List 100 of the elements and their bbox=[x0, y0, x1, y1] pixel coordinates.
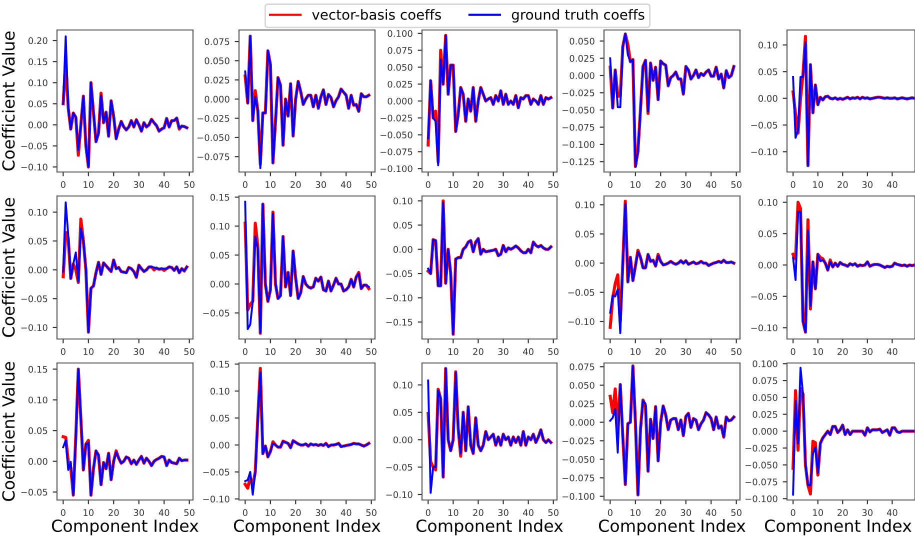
x-tick-label: 50 bbox=[548, 509, 559, 516]
y-tick-label: 0.15 bbox=[210, 194, 230, 201]
y-tick-label: −0.125 bbox=[562, 158, 594, 166]
x-tick-label: 50 bbox=[366, 509, 376, 516]
x-tick-label: 30 bbox=[498, 181, 508, 188]
y-tick-label: −0.05 bbox=[203, 468, 230, 476]
y-tick-label: 0.000 bbox=[388, 98, 412, 105]
y-tick-label: 0.00 bbox=[28, 458, 48, 465]
y-tick-label: −0.075 bbox=[562, 124, 594, 131]
x-tick-label: 40 bbox=[523, 509, 534, 516]
y-tick-label: −0.075 bbox=[562, 474, 594, 482]
y-tick-label: −0.05 bbox=[751, 122, 778, 129]
y-tick-label: 0.075 bbox=[204, 38, 230, 46]
x-tick-label: 20 bbox=[290, 509, 301, 516]
y-tick-label: −0.075 bbox=[380, 148, 412, 156]
y-tick-label: 0.10 bbox=[28, 396, 48, 404]
x-tick-label: 30 bbox=[316, 181, 326, 188]
x-tick-label: 50 bbox=[731, 509, 742, 516]
y-tick-label: −0.100 bbox=[562, 493, 594, 500]
y-tick-label: 0.025 bbox=[388, 80, 412, 88]
y-tick-label: 0.10 bbox=[758, 199, 778, 206]
y-tick-label: 0.05 bbox=[575, 230, 594, 238]
legend-label: ground truth coeffs bbox=[512, 9, 644, 23]
x-tick-label: 10 bbox=[448, 348, 458, 356]
x-tick-label: 0 bbox=[426, 181, 430, 188]
x-tick-label: 10 bbox=[813, 348, 823, 356]
y-tick-label: 0.00 bbox=[575, 260, 594, 267]
legend-label: vector-basis coeffs bbox=[312, 9, 441, 20]
y-tick-label: 0.025 bbox=[752, 411, 778, 418]
x-tick-label: 10 bbox=[266, 348, 276, 356]
y-tick-label: −0.10 bbox=[386, 294, 412, 302]
x-tick-label: 0 bbox=[242, 181, 248, 188]
y-tick-label: 0.05 bbox=[28, 238, 48, 245]
y-tick-label: 0.00 bbox=[28, 122, 48, 128]
y-tick-label: −0.05 bbox=[751, 293, 778, 300]
x-tick-label: 10 bbox=[84, 348, 94, 356]
x-tick-label: 50 bbox=[731, 348, 742, 356]
y-tick-label: 0.000 bbox=[752, 428, 778, 435]
x-tick-label: 20 bbox=[108, 348, 119, 356]
x-tick-label: 0 bbox=[60, 181, 66, 188]
line-series bbox=[792, 366, 915, 496]
y-tick-label: 0.00 bbox=[210, 280, 230, 288]
x-tick-label: 20 bbox=[473, 181, 484, 188]
y-tick-label: −0.100 bbox=[746, 495, 778, 502]
x-tick-label: 20 bbox=[473, 348, 484, 356]
x-tick-label: 20 bbox=[108, 181, 119, 188]
x-tick-label: 0 bbox=[608, 509, 612, 516]
y-tick-label: 0.050 bbox=[570, 382, 594, 389]
y-tick-label: −0.100 bbox=[380, 165, 412, 172]
x-tick-label: 0 bbox=[608, 348, 612, 356]
x-tick-label: 30 bbox=[316, 509, 326, 516]
x-tick-label: 20 bbox=[290, 348, 301, 356]
x-axis-title: Component Index bbox=[764, 519, 912, 536]
y-tick-label: −0.10 bbox=[21, 324, 48, 332]
x-tick-label: 40 bbox=[523, 181, 534, 188]
y-tick-label: −0.075 bbox=[198, 153, 230, 160]
x-axis-title: Component Index bbox=[598, 519, 746, 536]
y-tick-label: −0.025 bbox=[562, 437, 594, 444]
y-tick-label: −0.10 bbox=[751, 324, 778, 332]
x-tick-label: 0 bbox=[60, 509, 66, 516]
y-tick-label: 0.100 bbox=[388, 30, 412, 37]
x-tick-label: 0 bbox=[426, 509, 430, 516]
x-tick-label: 30 bbox=[680, 348, 692, 356]
y-tick-label: −0.050 bbox=[380, 132, 412, 138]
x-tick-label: 30 bbox=[862, 509, 873, 516]
y-tick-label: 0.20 bbox=[28, 37, 48, 44]
x-tick-label: 30 bbox=[134, 348, 144, 356]
y-tick-label: 0.075 bbox=[388, 47, 412, 54]
y-tick-label: −0.05 bbox=[21, 488, 48, 496]
line-series bbox=[62, 35, 188, 168]
y-tick-label: 0.10 bbox=[210, 388, 230, 395]
x-tick-label: 10 bbox=[448, 509, 458, 516]
y-tick-label: 0.05 bbox=[210, 414, 230, 422]
y-tick-label: −0.025 bbox=[746, 444, 778, 452]
x-tick-label: 30 bbox=[134, 181, 144, 188]
y-tick-label: −0.050 bbox=[746, 462, 778, 468]
y-tick-label: −0.050 bbox=[198, 134, 230, 142]
y-tick-label: −0.10 bbox=[568, 318, 594, 326]
x-tick-label: 10 bbox=[84, 181, 94, 188]
x-tick-label: 40 bbox=[340, 348, 352, 356]
y-tick-label: −0.05 bbox=[386, 464, 412, 471]
x-tick-label: 30 bbox=[316, 348, 326, 356]
x-tick-label: 10 bbox=[84, 509, 94, 516]
x-axis-title: Component Index bbox=[52, 519, 198, 536]
y-axis-title: Coefficient Value bbox=[2, 198, 15, 337]
x-tick-label: 40 bbox=[886, 509, 898, 516]
x-axis-title: Component Index bbox=[234, 519, 380, 536]
x-tick-label: 40 bbox=[340, 509, 352, 516]
y-tick-label: −0.050 bbox=[562, 106, 594, 114]
y-tick-label: 0.05 bbox=[393, 222, 412, 229]
y-tick-label: 0.050 bbox=[752, 394, 778, 401]
y-tick-label: 0.00 bbox=[393, 246, 412, 253]
x-tick-label: 20 bbox=[656, 509, 666, 516]
x-tick-label: 30 bbox=[134, 509, 144, 516]
x-tick-label: 0 bbox=[426, 348, 430, 356]
x-tick-label: 10 bbox=[813, 181, 823, 188]
y-tick-label: −0.025 bbox=[380, 114, 412, 122]
y-axis-title: Coefficient Value bbox=[2, 362, 15, 501]
y-tick-label: 0.05 bbox=[758, 230, 778, 238]
y-tick-label: 0.050 bbox=[570, 38, 594, 45]
